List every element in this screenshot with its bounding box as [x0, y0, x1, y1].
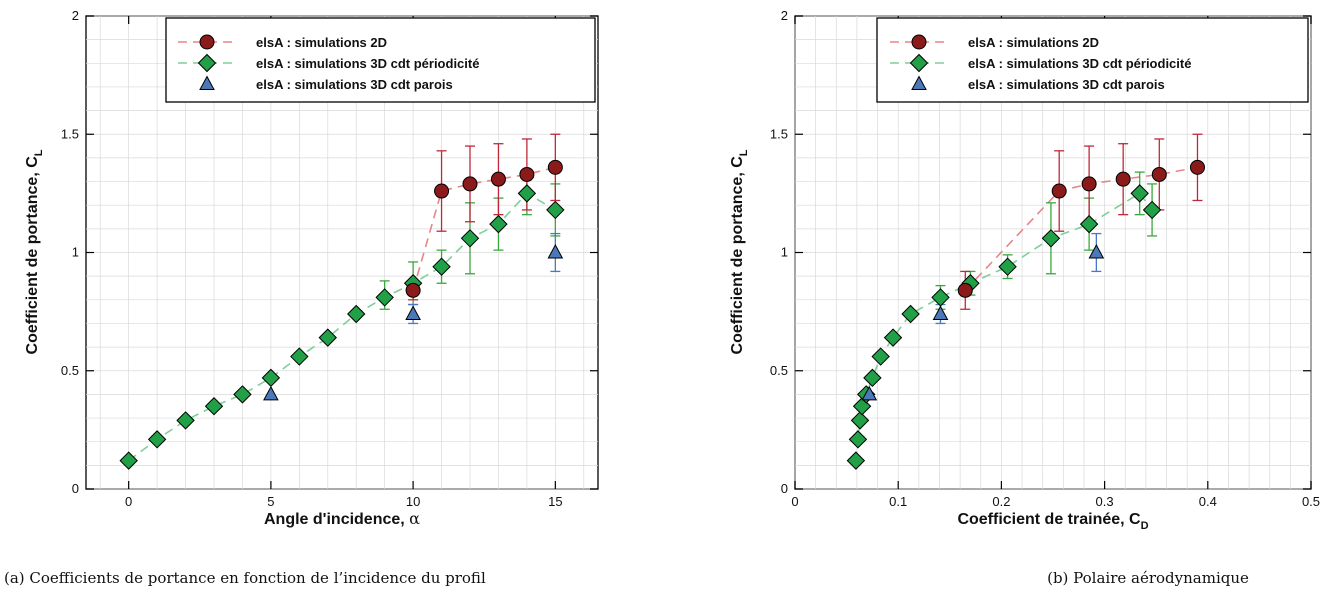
data-point-diamond [147, 430, 167, 449]
data-point-circle [434, 183, 450, 199]
data-point-diamond [1041, 229, 1061, 248]
data-point-circle [519, 166, 535, 182]
x-tick-label: 0 [791, 494, 798, 509]
legend-label: elsA : simulations 3D cdt périodicité [256, 56, 479, 71]
x-tick-label: 0.3 [1096, 494, 1114, 509]
series-a [119, 133, 565, 470]
y-axis-label-a: Coefficient de portance, CL [24, 149, 45, 354]
x-tick-label: 5 [267, 494, 274, 509]
chart-b: 0 0.1 0.2 0.3 0.4 0.5 0 0.5 1 1.5 2 elsA : simulat… [729, 8, 1320, 532]
legend-marker-circle [911, 34, 927, 50]
data-point-diamond [460, 229, 480, 248]
data-point-diamond [517, 184, 537, 203]
legend-marker-diamond [909, 53, 929, 73]
ticks-a: 0 5 10 15 0 0.5 1 1.5 2 [61, 8, 598, 509]
data-point-diamond [846, 451, 866, 470]
data-point-diamond [347, 304, 366, 324]
x-tick-label: 0.4 [1199, 494, 1217, 509]
data-point-circle [1081, 176, 1097, 192]
x-axis-label-b: Coefficient de trainée, CD [957, 511, 1148, 532]
x-tick-label: 0 [125, 494, 132, 509]
x-tick-label: 0.1 [889, 494, 907, 509]
data-point-circle [547, 159, 563, 175]
legend-marker-circle [199, 34, 215, 50]
y-tick-label: 1.5 [770, 126, 788, 141]
legend-marker-triangle [911, 75, 927, 90]
caption-a: (a) Coefficients de portance en fonction… [4, 569, 486, 587]
data-point-diamond [119, 451, 138, 470]
x-tick-label: 0.5 [1302, 494, 1320, 509]
series-line-diamond [128, 192, 556, 462]
legend-marker-triangle [199, 75, 215, 90]
data-point-circle [1115, 171, 1131, 187]
data-point-diamond [931, 288, 950, 307]
data-point-diamond [883, 328, 903, 347]
y-tick-label: 1 [781, 245, 788, 260]
data-point-diamond [176, 411, 195, 430]
data-point-diamond [204, 397, 224, 416]
data-point-diamond [850, 411, 870, 430]
data-point-diamond [863, 368, 882, 388]
legend-label: elsA : simulations 3D cdt périodicité [968, 56, 1191, 71]
data-point-diamond [546, 200, 565, 220]
data-point-triangle [547, 243, 564, 259]
series-b [846, 133, 1205, 470]
legend-label: elsA : simulations 3D cdt parois [968, 77, 1165, 92]
data-point-diamond [432, 257, 451, 276]
y-tick-label: 0.5 [770, 363, 788, 378]
y-tick-label: 0 [781, 481, 788, 496]
x-tick-label: 10 [406, 494, 420, 509]
data-point-circle [405, 282, 421, 298]
data-point-diamond [1130, 184, 1149, 203]
data-point-diamond [261, 368, 281, 388]
data-point-triangle [405, 305, 421, 320]
data-point-diamond [489, 214, 508, 234]
y-tick-label: 2 [781, 8, 788, 23]
y-axis-label-b: Coefficient de portance, CL [729, 149, 750, 354]
data-point-diamond [290, 347, 309, 366]
data-point-diamond [871, 347, 890, 366]
y-tick-label: 1.5 [61, 126, 79, 141]
legend-box-a [165, 17, 596, 103]
data-point-diamond [375, 288, 394, 307]
y-tick-label: 0 [72, 481, 79, 496]
data-point-diamond [848, 430, 868, 449]
legend-b: elsA : simulations 2D elsA : simulations … [876, 17, 1309, 103]
series-line-diamond [855, 192, 1153, 461]
y-tick-label: 2 [72, 8, 79, 23]
legend-label: elsA : simulations 3D cdt parois [256, 77, 453, 92]
legend-label: elsA : simulations 2D [256, 35, 387, 50]
legend-a: elsA : simulations 2D elsA : simulations … [165, 17, 596, 103]
data-point-circle [462, 176, 478, 192]
data-point-circle [490, 171, 506, 187]
data-point-triangle [1088, 243, 1105, 259]
data-point-circle [957, 282, 973, 298]
data-point-circle [1189, 159, 1205, 175]
y-tick-label: 1 [72, 245, 79, 260]
legend-box-b [876, 17, 1309, 103]
x-tick-label: 0.2 [992, 494, 1010, 509]
caption-b: (b) Polaire aérodynamique [1047, 569, 1249, 587]
data-point-diamond [318, 328, 337, 347]
ticks-b: 0 0.1 0.2 0.3 0.4 0.5 0 0.5 1 1.5 2 [770, 8, 1320, 509]
data-point-triangle [932, 305, 949, 320]
data-point-diamond [233, 385, 252, 404]
data-point-triangle [861, 385, 878, 401]
data-point-diamond [1079, 214, 1099, 234]
x-axis-label-a: Angle d'incidence, α [264, 509, 420, 528]
x-tick-label: 15 [548, 494, 562, 509]
data-point-triangle [263, 385, 279, 401]
legend-label: elsA : simulations 2D [968, 35, 1099, 50]
data-point-diamond [998, 257, 1017, 276]
data-point-circle [1051, 183, 1067, 199]
data-point-diamond [901, 304, 920, 324]
data-point-circle [1151, 166, 1167, 182]
legend-marker-diamond [197, 53, 217, 73]
data-point-diamond [1142, 200, 1162, 220]
y-tick-label: 0.5 [61, 363, 79, 378]
